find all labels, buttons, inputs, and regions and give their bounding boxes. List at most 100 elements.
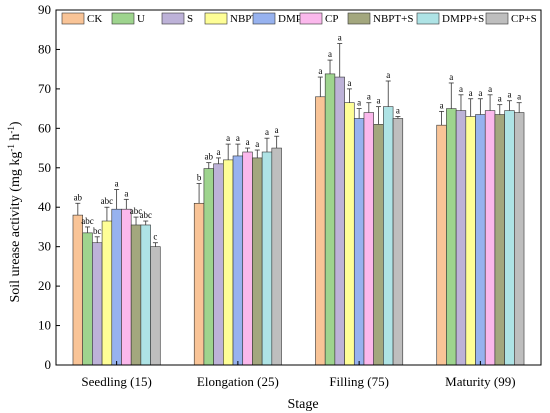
y-axis-title-sup1: -1 <box>6 144 16 152</box>
bar <box>455 110 467 366</box>
legend-label: CP+S <box>511 13 537 25</box>
bar <box>494 114 505 366</box>
y-tick-label: 10 <box>38 318 51 333</box>
significance-label: abc <box>81 216 94 226</box>
bar <box>252 157 263 366</box>
bar <box>242 151 253 366</box>
significance-label: a <box>367 92 371 102</box>
bar <box>72 214 83 366</box>
significance-label: a <box>386 70 390 80</box>
bar <box>373 124 384 366</box>
significance-label: ab <box>205 152 214 162</box>
significance-label: a <box>478 88 482 98</box>
y-axis-title-mid: h <box>8 134 23 145</box>
y-axis-title-end: ) <box>8 121 23 126</box>
bar <box>232 155 244 366</box>
bar <box>383 106 394 366</box>
significance-label: a <box>507 90 511 100</box>
y-axis-title: Soil urease activity (mg kg-1 h-1) <box>6 121 23 302</box>
y-tick-label: 90 <box>38 2 51 17</box>
y-tick-label: 80 <box>38 41 51 56</box>
bar <box>504 110 515 366</box>
x-axis-title: Stage <box>287 397 318 412</box>
legend-label: CK <box>87 13 102 25</box>
plot-frame <box>55 9 542 366</box>
bar <box>150 246 161 366</box>
legend-swatch <box>252 12 276 25</box>
significance-label: a <box>449 72 453 82</box>
significance-label: a <box>347 78 351 88</box>
bar <box>213 163 224 366</box>
y-tick-label: 0 <box>45 357 52 372</box>
legend-label: NBPT <box>230 13 258 25</box>
bar <box>514 112 525 366</box>
significance-label: a <box>318 66 322 76</box>
bar <box>261 151 273 366</box>
axes-layer: 0 10 20 30 40 50 60 70 80 90 Seedling (15) Elongati… <box>38 2 542 389</box>
bar <box>392 118 404 366</box>
legend: CK U S NBPT DMPP CP NBPT+S DMPP+S CP+S <box>61 12 537 25</box>
legend-label: CP <box>325 13 338 25</box>
legend-label: DMPP+S <box>442 13 484 25</box>
y-tick-label: 70 <box>38 81 51 96</box>
bar <box>140 224 151 366</box>
x-tick-label: Elongation (25) <box>197 374 279 389</box>
legend-label: S <box>187 13 193 25</box>
significance-label: abc <box>139 210 152 220</box>
legend-label: U <box>137 13 145 25</box>
significance-label: b <box>197 173 202 183</box>
bar <box>324 73 336 366</box>
significance-label: a <box>124 188 128 198</box>
significance-label: a <box>115 178 119 188</box>
significance-label: a <box>357 98 361 108</box>
legend-swatch <box>416 12 440 25</box>
bar <box>436 124 447 366</box>
significance-label: a <box>396 106 400 116</box>
significance-label: a <box>216 147 220 157</box>
significance-label: a <box>226 133 230 143</box>
bar <box>484 110 496 366</box>
significance-label: a <box>488 84 492 94</box>
legend-swatch <box>161 12 185 25</box>
significance-label: a <box>328 49 332 59</box>
significance-label: abc <box>101 196 114 206</box>
significance-label: a <box>459 84 463 94</box>
bar <box>334 76 345 366</box>
bar <box>363 112 374 366</box>
significance-label: a <box>236 133 240 143</box>
significance-label: a <box>265 127 269 137</box>
x-tick-label: Seedling (15) <box>81 374 151 389</box>
bar <box>446 108 457 366</box>
y-tick-label: 60 <box>38 120 51 135</box>
significance-label: a <box>440 100 444 110</box>
legend-label: NBPT+S <box>373 13 413 25</box>
legend-swatch <box>299 12 323 25</box>
y-tick-label: 20 <box>38 278 51 293</box>
bar <box>315 96 326 366</box>
significance-label: a <box>377 96 381 106</box>
legend-swatch <box>111 12 135 25</box>
significance-label: a <box>255 139 259 149</box>
significance-label: c <box>153 232 157 242</box>
y-tick-label: 30 <box>38 239 51 254</box>
significance-label: abc <box>130 206 143 216</box>
bar <box>193 202 205 366</box>
significance-label: a <box>338 33 342 43</box>
bar <box>344 102 355 366</box>
y-tick-label: 40 <box>38 199 51 214</box>
legend-swatch <box>347 12 371 25</box>
y-tick-label: 50 <box>38 160 51 175</box>
legend-swatch <box>204 12 228 25</box>
bar <box>223 159 234 366</box>
x-tick-label: Maturity (99) <box>445 374 515 389</box>
bar <box>203 168 214 366</box>
bar <box>271 147 282 366</box>
legend-swatch <box>485 12 509 25</box>
significance-label: a <box>517 92 521 102</box>
significance-label: a <box>498 94 502 104</box>
y-axis-title-main: Soil urease activity (mg kg <box>8 152 23 303</box>
significance-label: ab <box>74 192 83 202</box>
bar <box>465 116 476 366</box>
